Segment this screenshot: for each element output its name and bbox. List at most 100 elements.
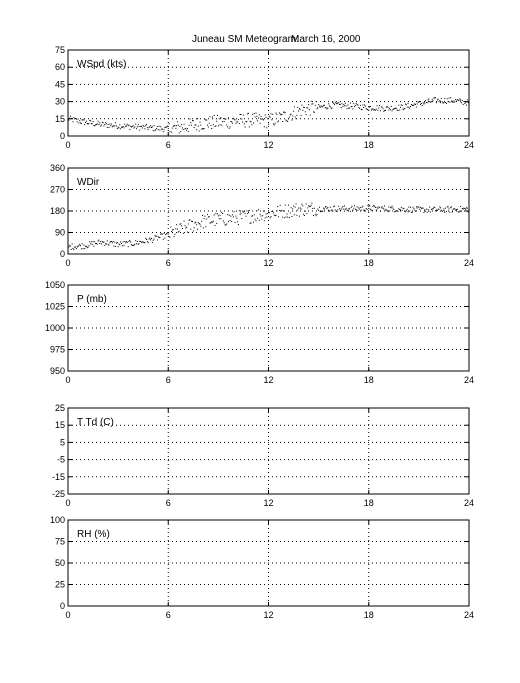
data-point	[239, 213, 241, 215]
data-point	[242, 210, 244, 212]
data-point	[129, 240, 131, 242]
data-point	[203, 128, 205, 130]
data-point	[105, 123, 107, 125]
data-point	[210, 125, 212, 126]
data-point	[202, 128, 204, 130]
data-point	[213, 214, 215, 216]
data-point	[390, 206, 391, 208]
data-point	[268, 115, 270, 117]
data-point	[151, 241, 153, 243]
data-point	[468, 100, 470, 102]
data-point	[189, 118, 191, 120]
x-tick-label: 18	[364, 375, 374, 385]
data-point	[126, 123, 128, 125]
data-point	[270, 113, 272, 115]
data-point	[127, 125, 129, 127]
data-point	[148, 126, 150, 128]
data-point	[352, 209, 354, 211]
data-point	[312, 103, 314, 105]
data-point	[218, 218, 220, 220]
data-point	[189, 219, 191, 221]
data-point	[202, 128, 203, 130]
data-point	[412, 104, 414, 106]
data-point	[463, 101, 465, 102]
panel-0: 0 6 12 18 24 0 15 30 45 60 75 WSpd (kts)	[55, 45, 474, 150]
data-point	[123, 127, 125, 129]
data-point	[463, 207, 465, 209]
data-point	[295, 118, 297, 120]
data-point	[74, 118, 76, 120]
data-point	[465, 208, 467, 210]
data-point	[318, 104, 320, 105]
data-point	[344, 102, 346, 104]
data-point	[442, 102, 444, 104]
data-point	[456, 100, 457, 102]
data-point	[284, 204, 286, 206]
data-point	[282, 121, 284, 122]
data-point	[456, 99, 458, 101]
data-point	[83, 119, 85, 121]
data-point	[261, 218, 263, 220]
y-tick-label: 1000	[45, 323, 65, 333]
data-point	[395, 107, 397, 109]
data-point	[342, 206, 344, 207]
data-point	[224, 118, 226, 120]
data-point	[156, 128, 158, 130]
data-point	[361, 109, 363, 111]
data-point	[235, 215, 237, 217]
data-point	[227, 117, 229, 119]
data-point	[139, 240, 141, 242]
data-point	[214, 125, 216, 127]
x-tick-label: 0	[65, 375, 70, 385]
data-point	[351, 106, 353, 107]
y-tick-label: 1050	[45, 280, 65, 290]
data-point	[231, 221, 233, 223]
data-point	[413, 208, 415, 210]
data-point	[156, 126, 158, 127]
data-point	[375, 209, 377, 211]
data-point	[405, 210, 407, 212]
data-point	[374, 205, 376, 207]
data-point	[461, 99, 463, 101]
data-point	[449, 101, 451, 103]
data-point	[385, 209, 387, 211]
data-point	[279, 113, 281, 115]
data-point	[194, 124, 196, 126]
data-point	[329, 106, 331, 108]
data-point	[311, 103, 313, 105]
data-point	[172, 229, 174, 230]
data-point	[234, 221, 236, 223]
data-point	[105, 243, 107, 245]
data-point	[176, 224, 178, 226]
data-point	[369, 106, 371, 107]
data-point	[387, 211, 389, 212]
data-point	[444, 98, 446, 99]
data-point	[293, 110, 295, 112]
data-point	[405, 104, 407, 106]
data-point	[222, 121, 224, 123]
data-point	[255, 220, 257, 222]
data-point	[342, 105, 344, 107]
data-point	[466, 99, 468, 101]
data-point	[402, 108, 404, 110]
data-point	[113, 125, 115, 127]
data-point	[258, 219, 260, 221]
data-point	[414, 209, 416, 211]
data-point	[209, 222, 211, 224]
data-point	[145, 237, 147, 239]
data-point	[273, 212, 274, 214]
data-point	[268, 210, 269, 212]
data-point	[391, 205, 393, 207]
data-point	[88, 123, 90, 125]
data-point	[294, 116, 296, 118]
data-point	[208, 122, 210, 124]
data-point	[359, 104, 361, 106]
data-point	[372, 108, 374, 110]
data-point	[100, 124, 102, 126]
data-point	[152, 239, 154, 241]
data-point	[166, 232, 168, 234]
data-point	[374, 207, 376, 208]
data-point	[389, 210, 391, 212]
data-point	[161, 128, 163, 130]
data-point	[121, 126, 122, 128]
